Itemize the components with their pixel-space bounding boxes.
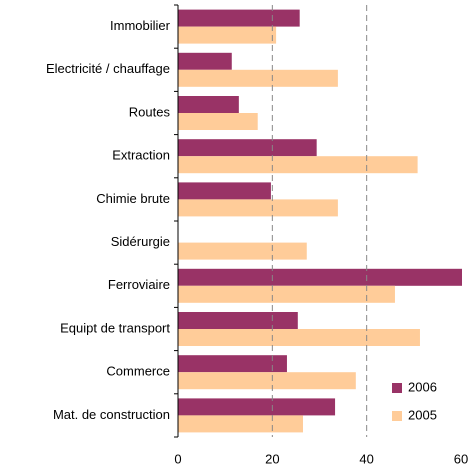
y-tick-label: Mat. de construction xyxy=(53,407,170,422)
y-tick-label: Sidérurgie xyxy=(111,234,170,249)
bar xyxy=(178,285,395,303)
y-tick-label: Routes xyxy=(129,104,171,119)
x-tick-label: 40 xyxy=(359,451,373,466)
bar xyxy=(178,69,338,87)
bar xyxy=(178,312,298,329)
legend-label: 2006 xyxy=(408,379,437,394)
y-tick-label: Commerce xyxy=(106,364,170,379)
bar xyxy=(178,156,418,174)
y-tick-label: Chimie brute xyxy=(96,191,170,206)
bar xyxy=(178,415,303,433)
bar xyxy=(178,182,271,200)
y-tick-label: Immobilier xyxy=(110,18,171,33)
y-tick-label: Equipt de transport xyxy=(60,320,170,335)
y-tick-label: Ferroviaire xyxy=(108,277,170,292)
legend-swatch xyxy=(392,411,402,421)
bar xyxy=(178,139,317,157)
bar xyxy=(178,9,300,27)
bar xyxy=(178,398,336,416)
bar xyxy=(178,96,239,113)
bar xyxy=(178,242,307,260)
legend-swatch xyxy=(392,383,402,393)
bar xyxy=(178,199,338,217)
x-tick-label: 20 xyxy=(265,451,279,466)
x-tick-label: 60 xyxy=(454,451,468,466)
bar xyxy=(178,329,420,346)
plot-area xyxy=(178,9,462,433)
bar xyxy=(178,113,258,130)
bar xyxy=(178,355,287,373)
x-tick-label: 0 xyxy=(174,451,181,466)
bar xyxy=(178,26,277,44)
bar xyxy=(178,52,232,70)
y-tick-label: Electricité / chauffage xyxy=(46,61,170,76)
bar xyxy=(178,372,356,390)
bar xyxy=(178,268,462,286)
legend-label: 2005 xyxy=(408,407,437,422)
y-tick-label: Extraction xyxy=(112,148,170,163)
